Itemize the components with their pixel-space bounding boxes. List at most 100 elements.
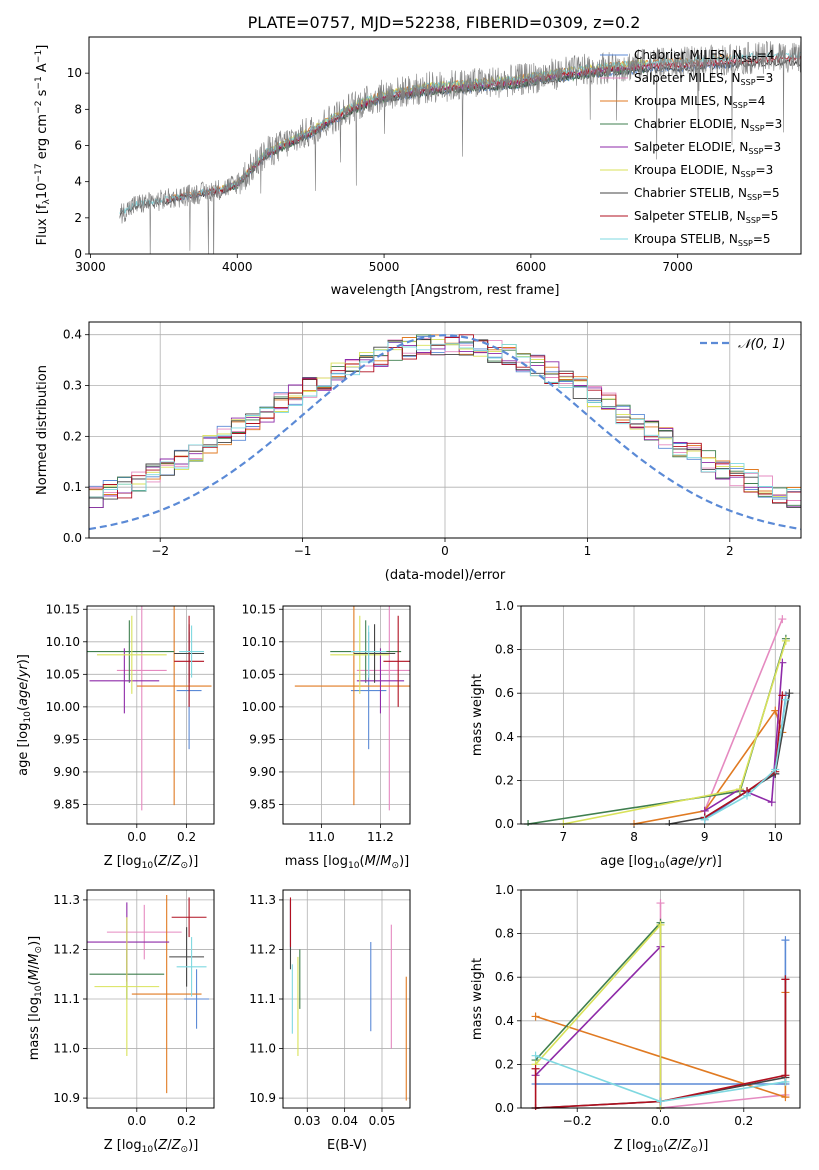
legend-entry: Chabrier ELODIE, NSSP=3	[634, 117, 782, 133]
age_vs_mass-errorbars	[294, 606, 410, 811]
legend-count: =3	[765, 117, 783, 131]
x-tick-label: 9	[701, 830, 709, 844]
label-part: )]	[27, 936, 42, 946]
label-part: −1	[34, 50, 44, 63]
y-tick-label: 11.2	[249, 942, 276, 956]
legend-count: =4	[748, 94, 766, 108]
weight-line-salpeter_elodie	[704, 662, 784, 812]
y-tick-label: 0.6	[495, 686, 514, 700]
y-tick-label: 1.0	[495, 883, 514, 897]
label-part: /	[167, 854, 172, 869]
x-tick-label: 11.0	[308, 830, 335, 844]
weight-marker-kroupa_miles	[531, 1012, 540, 1021]
label-part: 10	[142, 1145, 154, 1155]
weight-age-ylabel: mass weight	[470, 674, 485, 756]
label-part: (	[665, 854, 670, 869]
y-tick-label: 0.2	[63, 429, 82, 443]
legend-text: Salpeter ELODIE, N	[634, 140, 748, 154]
label-part: )]	[712, 854, 722, 869]
residuals-ylabel: Normed distribution	[35, 365, 50, 495]
legend-count: =3	[763, 140, 781, 154]
x-tick-label: 2	[726, 544, 734, 558]
legend-entry: Salpeter MILES, NSSP=3	[634, 71, 773, 87]
label-part: age [log	[600, 854, 653, 869]
y-tick-label: 0.1	[63, 480, 82, 494]
y-tick-label: 11.2	[53, 942, 80, 956]
label-part: Z	[171, 1138, 182, 1153]
y-tick-label: 10	[67, 66, 82, 80]
label-part: 10	[35, 183, 50, 200]
y-tick-label: 10.10	[242, 635, 276, 649]
label-part: /	[677, 1138, 682, 1153]
spectrum-ylabel: Flux [fλ10−17 erg cm−2 s−1 A−1]	[34, 45, 52, 246]
model-salpeter_elodie	[222, 61, 649, 193]
histogram-chabrier_stelib	[89, 339, 801, 512]
x-tick-label: 0.03	[294, 1114, 321, 1128]
spectrum-lines	[119, 40, 801, 254]
weight_vs_z-frame	[520, 889, 801, 1109]
label-part: /	[16, 677, 31, 682]
x-tick-label: 0.0	[127, 1114, 146, 1128]
y-tick-label: 10.15	[46, 602, 80, 616]
age_vs_z-errorbars	[87, 606, 212, 811]
age_vs_z-frame	[86, 605, 215, 825]
label-part: ⊙	[691, 1145, 699, 1155]
age_vs_mass-axes: 11.0 11.2 9.85 9.90 9.95 10.00 10.05 10.10 10.15	[242, 602, 410, 844]
legend-text: Kroupa MILES, N	[634, 94, 733, 108]
y-tick-label: 9.85	[53, 797, 80, 811]
label-part: )]	[698, 1138, 708, 1153]
y-tick-label: 0.8	[495, 927, 514, 941]
label-part: mass [log	[285, 854, 348, 869]
label-part: (	[360, 854, 365, 869]
residuals-frame	[88, 321, 802, 539]
weight-line-kroupa_miles	[633, 708, 784, 825]
label-part: −1	[34, 76, 44, 89]
figure-title: PLATE=0757, MJD=52238, FIBERID=0309, z=0…	[248, 13, 641, 32]
spectrum-xlabel: wavelength [Angstrom, rest frame]	[331, 283, 560, 298]
label-part: ⊙	[181, 861, 189, 871]
y-tick-label: 10.05	[242, 667, 276, 681]
label-part: (	[16, 706, 31, 711]
mass_vs_ebv-frame	[282, 889, 411, 1109]
legend-entry: Chabrier STELIB, NSSP=5	[634, 186, 780, 202]
legend-subscript: SSP	[741, 78, 756, 87]
label-part: (	[27, 980, 42, 985]
weight-marker-chabrier_stelib	[785, 689, 794, 698]
spectrum-axes: 3000 4000 5000 6000 7000 0 2 4 6 8 10	[67, 66, 693, 274]
weight_vs_z-lines	[531, 899, 790, 1110]
label-part: erg cm	[35, 114, 50, 163]
label-part: age	[670, 854, 694, 869]
x-tick-label: 7000	[662, 260, 693, 274]
weight-marker-kroupa_elodie	[735, 785, 744, 794]
legend-count: =3	[756, 163, 774, 177]
mass_vs_ebv-axes: 0.03 0.04 0.05 10.9 11.0 11.1 11.2 11.3	[249, 890, 410, 1128]
histogram-kroupa_stelib	[89, 341, 801, 507]
weight-marker-salpeter_miles	[778, 615, 787, 624]
legend-entry: Kroupa STELIB, NSSP=5	[634, 232, 771, 248]
label-part: s	[35, 89, 50, 100]
legend-count: =4	[757, 48, 775, 62]
weight_vs_z-axes: −0.2 0.0 0.2 0.0 0.2 0.4 0.6 0.8 1.0	[495, 883, 800, 1128]
label-part: λ	[42, 199, 52, 205]
label-part: Z	[157, 1138, 168, 1153]
legend-count: =5	[761, 209, 779, 223]
y-tick-label: 11.1	[53, 992, 80, 1006]
y-tick-label: 0	[74, 247, 82, 261]
y-tick-label: 10.00	[46, 700, 80, 714]
legend-text: Kroupa ELODIE, N	[634, 163, 741, 177]
label-part: (	[663, 1138, 668, 1153]
legend-entry: 𝒩(0, 1)	[738, 337, 785, 352]
age-z-xlabel: Z [log10(Z/Z⊙)]	[104, 854, 199, 871]
y-tick-label: 0.2	[495, 773, 514, 787]
legend-subscript: SSP	[741, 170, 756, 179]
label-part: Z [log	[104, 854, 142, 869]
legend-text: Chabrier ELODIE, N	[634, 117, 750, 131]
y-tick-label: 10.15	[242, 602, 276, 616]
weight-line-kroupa_elodie	[535, 922, 662, 1108]
weight-marker-salpeter_stelib	[778, 691, 787, 700]
age-mass-xlabel: mass [log10(M/M⊙)]	[285, 854, 409, 871]
x-tick-label: 7	[560, 830, 568, 844]
y-tick-label: 9.90	[53, 765, 80, 779]
y-tick-label: 0.0	[495, 817, 514, 831]
